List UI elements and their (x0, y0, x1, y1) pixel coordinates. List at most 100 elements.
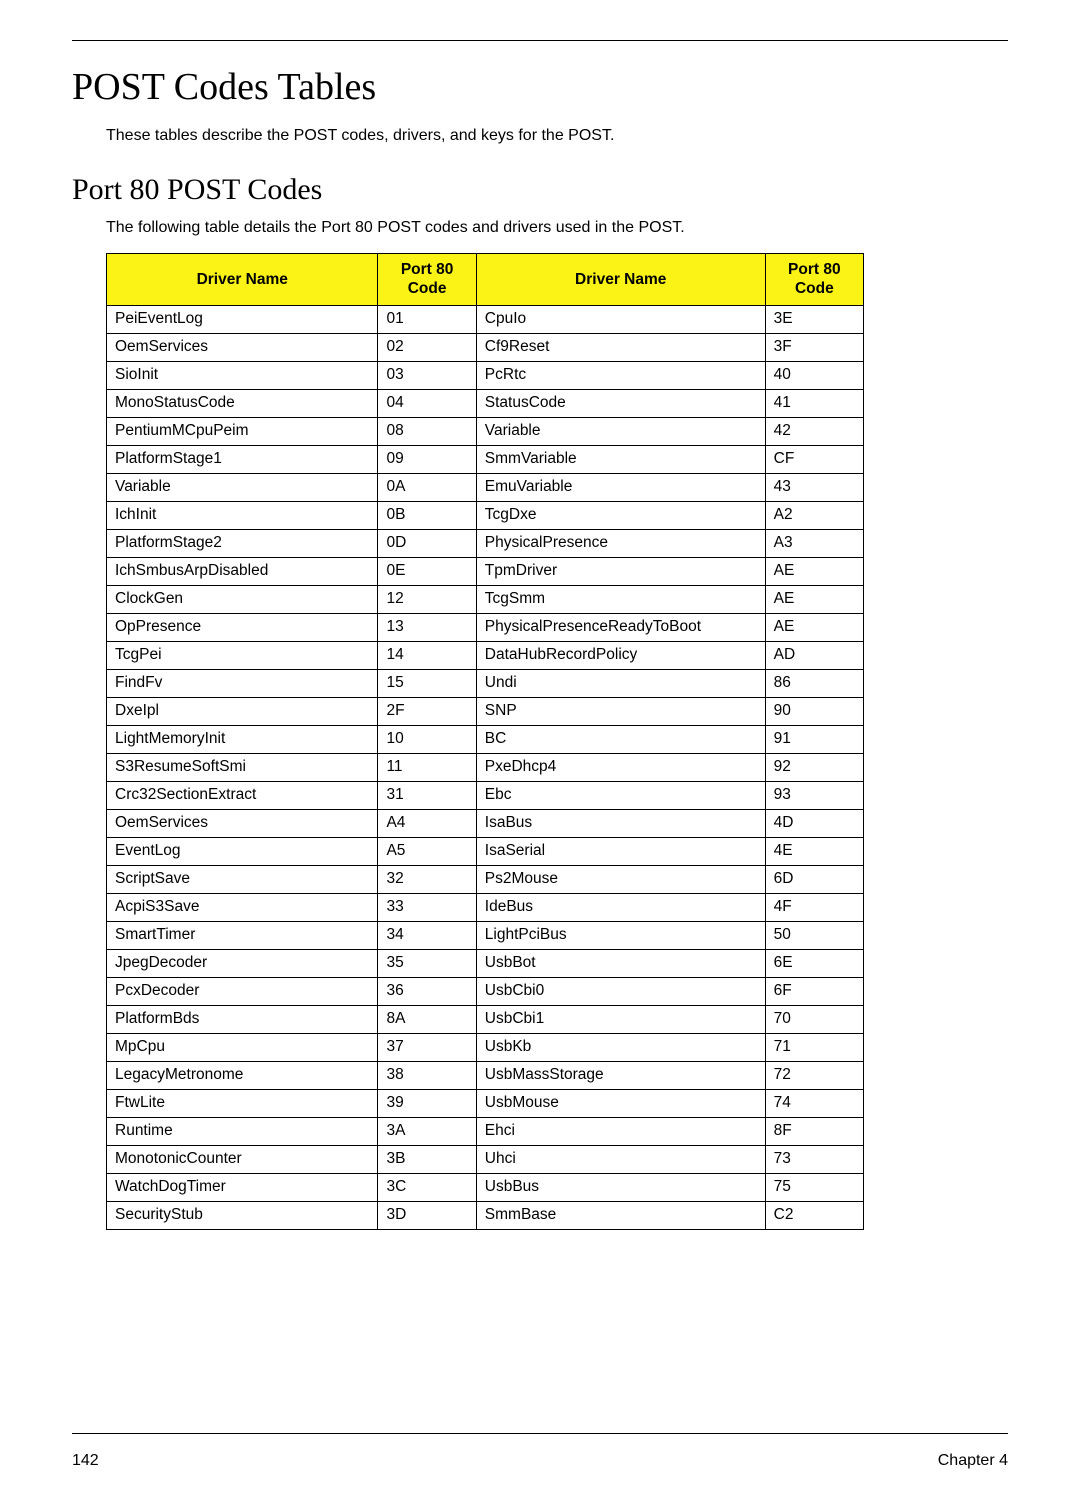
cell-driver-2: PhysicalPresence (476, 529, 765, 557)
cell-driver-2: Undi (476, 669, 765, 697)
footer-chapter: Chapter 4 (938, 1452, 1008, 1470)
table-row: DxeIpl2FSNP90 (107, 697, 864, 725)
cell-driver-1: IchSmbusArpDisabled (107, 557, 378, 585)
cell-code-2: 4F (765, 893, 863, 921)
th-driver-name-2: Driver Name (476, 254, 765, 306)
cell-driver-2: Ebc (476, 781, 765, 809)
cell-code-2: 6F (765, 977, 863, 1005)
cell-driver-1: PlatformBds (107, 1005, 378, 1033)
cell-code-2: 8F (765, 1117, 863, 1145)
cell-driver-1: LegacyMetronome (107, 1061, 378, 1089)
cell-code-1: 0E (378, 557, 476, 585)
cell-code-1: 14 (378, 641, 476, 669)
cell-code-2: A3 (765, 529, 863, 557)
cell-driver-1: OemServices (107, 809, 378, 837)
cell-driver-2: UsbCbi1 (476, 1005, 765, 1033)
cell-driver-2: Variable (476, 417, 765, 445)
cell-code-2: 91 (765, 725, 863, 753)
table-row: IchInit0BTcgDxeA2 (107, 501, 864, 529)
th-port80-code-2: Port 80 Code (765, 254, 863, 306)
cell-driver-1: S3ResumeSoftSmi (107, 753, 378, 781)
cell-driver-1: SioInit (107, 361, 378, 389)
cell-code-1: 03 (378, 361, 476, 389)
table-row: Variable0AEmuVariable43 (107, 473, 864, 501)
cell-driver-2: Uhci (476, 1145, 765, 1173)
cell-driver-2: UsbBot (476, 949, 765, 977)
cell-code-1: 01 (378, 305, 476, 333)
cell-code-1: 04 (378, 389, 476, 417)
cell-code-1: A4 (378, 809, 476, 837)
cell-code-1: 39 (378, 1089, 476, 1117)
table-row: SioInit03PcRtc40 (107, 361, 864, 389)
cell-code-1: 38 (378, 1061, 476, 1089)
cell-driver-1: SmartTimer (107, 921, 378, 949)
cell-code-1: 2F (378, 697, 476, 725)
page-title: POST Codes Tables (72, 65, 1008, 109)
table-row: WatchDogTimer3CUsbBus75 (107, 1173, 864, 1201)
table-row: Runtime3AEhci8F (107, 1117, 864, 1145)
cell-code-2: 75 (765, 1173, 863, 1201)
cell-driver-1: MonotonicCounter (107, 1145, 378, 1173)
top-rule (72, 40, 1008, 41)
cell-code-1: 10 (378, 725, 476, 753)
cell-code-1: 3A (378, 1117, 476, 1145)
section-title: Port 80 POST Codes (72, 173, 1008, 207)
cell-driver-1: PlatformStage2 (107, 529, 378, 557)
cell-code-2: 4D (765, 809, 863, 837)
table-row: PlatformStage109SmmVariableCF (107, 445, 864, 473)
table-row: ClockGen12TcgSmmAE (107, 585, 864, 613)
cell-code-2: 93 (765, 781, 863, 809)
cell-code-2: 6D (765, 865, 863, 893)
table-row: SmartTimer34LightPciBus50 (107, 921, 864, 949)
cell-driver-2: PxeDhcp4 (476, 753, 765, 781)
cell-code-2: CF (765, 445, 863, 473)
intro-text: These tables describe the POST codes, dr… (106, 127, 1008, 145)
cell-code-2: AE (765, 585, 863, 613)
cell-code-2: 41 (765, 389, 863, 417)
cell-driver-2: StatusCode (476, 389, 765, 417)
cell-driver-2: IsaBus (476, 809, 765, 837)
th-driver-name-1: Driver Name (107, 254, 378, 306)
cell-code-2: 73 (765, 1145, 863, 1173)
cell-code-2: 40 (765, 361, 863, 389)
cell-code-1: 15 (378, 669, 476, 697)
cell-code-1: 32 (378, 865, 476, 893)
cell-driver-2: TpmDriver (476, 557, 765, 585)
table-row: MonoStatusCode04StatusCode41 (107, 389, 864, 417)
table-row: SecurityStub3DSmmBaseC2 (107, 1201, 864, 1229)
cell-driver-1: ScriptSave (107, 865, 378, 893)
table-row: PlatformBds8AUsbCbi170 (107, 1005, 864, 1033)
th-code2-line2: Code (795, 280, 834, 297)
cell-driver-1: MpCpu (107, 1033, 378, 1061)
cell-code-2: 43 (765, 473, 863, 501)
cell-code-1: 3D (378, 1201, 476, 1229)
table-row: Crc32SectionExtract31Ebc93 (107, 781, 864, 809)
cell-driver-2: BC (476, 725, 765, 753)
cell-code-2: 70 (765, 1005, 863, 1033)
table-row: PeiEventLog01CpuIo3E (107, 305, 864, 333)
cell-driver-1: AcpiS3Save (107, 893, 378, 921)
table-row: MonotonicCounter3BUhci73 (107, 1145, 864, 1173)
table-row: JpegDecoder35UsbBot6E (107, 949, 864, 977)
table-row: OpPresence13PhysicalPresenceReadyToBootA… (107, 613, 864, 641)
cell-driver-2: IsaSerial (476, 837, 765, 865)
cell-code-2: 3E (765, 305, 863, 333)
cell-driver-2: IdeBus (476, 893, 765, 921)
cell-code-1: 33 (378, 893, 476, 921)
cell-code-2: 71 (765, 1033, 863, 1061)
cell-code-2: 6E (765, 949, 863, 977)
cell-driver-1: Runtime (107, 1117, 378, 1145)
cell-code-2: 74 (765, 1089, 863, 1117)
cell-driver-1: TcgPei (107, 641, 378, 669)
cell-code-2: C2 (765, 1201, 863, 1229)
cell-driver-1: OemServices (107, 333, 378, 361)
table-body: PeiEventLog01CpuIo3EOemServices02Cf9Rese… (107, 305, 864, 1229)
cell-code-1: 8A (378, 1005, 476, 1033)
cell-driver-2: SNP (476, 697, 765, 725)
cell-code-1: 11 (378, 753, 476, 781)
th-code1-line2: Code (408, 280, 447, 297)
cell-code-1: 36 (378, 977, 476, 1005)
cell-driver-1: Crc32SectionExtract (107, 781, 378, 809)
table-row: TcgPei14DataHubRecordPolicyAD (107, 641, 864, 669)
table-row: FtwLite39UsbMouse74 (107, 1089, 864, 1117)
